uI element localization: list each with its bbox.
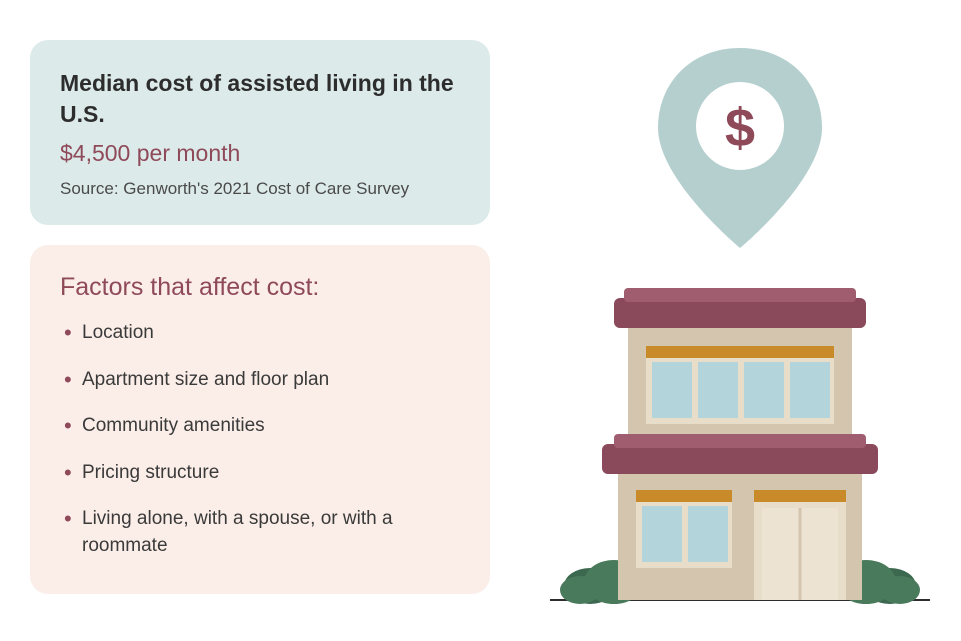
bullet-icon: •	[64, 367, 72, 393]
factor-text: Community amenities	[82, 415, 265, 436]
factor-item: • Living alone, with a spouse, or with a…	[60, 506, 460, 559]
building-icon	[602, 288, 878, 600]
building-svg: $	[540, 30, 940, 620]
factors-card: Factors that affect cost: • Location • A…	[30, 245, 490, 594]
factors-list: • Location • Apartment size and floor pl…	[60, 320, 460, 560]
bullet-icon: •	[64, 413, 72, 439]
left-column: Median cost of assisted living in the U.…	[30, 40, 490, 594]
svg-text:$: $	[725, 98, 755, 158]
bullet-icon: •	[64, 506, 72, 532]
building-illustration: $	[540, 30, 940, 620]
factor-item: • Pricing structure	[60, 460, 460, 487]
bullet-icon: •	[64, 320, 72, 346]
factor-text: Pricing structure	[82, 462, 219, 483]
bullet-icon: •	[64, 460, 72, 486]
factor-text: Living alone, with a spouse, or with a r…	[82, 508, 393, 556]
factor-text: Location	[82, 322, 154, 343]
median-cost-card: Median cost of assisted living in the U.…	[30, 40, 490, 225]
factor-item: • Apartment size and floor plan	[60, 367, 460, 394]
factor-item: • Community amenities	[60, 413, 460, 440]
factor-text: Apartment size and floor plan	[82, 369, 329, 390]
median-cost-title: Median cost of assisted living in the U.…	[60, 68, 460, 130]
location-pin-icon: $	[658, 48, 822, 248]
factor-item: • Location	[60, 320, 460, 347]
median-cost-source: Source: Genworth's 2021 Cost of Care Sur…	[60, 179, 460, 199]
factors-heading: Factors that affect cost:	[60, 273, 460, 302]
median-cost-price: $4,500 per month	[60, 140, 460, 167]
